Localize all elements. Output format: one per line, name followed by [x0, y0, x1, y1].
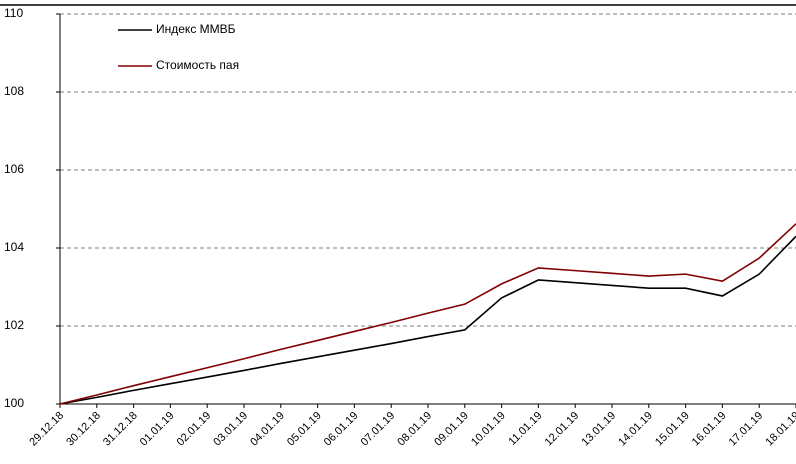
y-tick-label: 106	[4, 162, 24, 176]
x-tick-label: 13.01.19	[579, 410, 618, 449]
x-tick-label: 05.01.19	[285, 410, 324, 449]
x-tick-label: 01.01.19	[138, 410, 177, 449]
x-tick-label: 04.01.19	[248, 410, 287, 449]
x-tick-label: 30.12.18	[64, 410, 103, 449]
series-line	[59, 223, 796, 405]
y-tick-label: 100	[4, 396, 24, 410]
legend-label: Стоимость пая	[156, 58, 239, 72]
x-tick-label: 14.01.19	[616, 410, 655, 449]
x-tick-label: 15.01.19	[653, 410, 692, 449]
x-tick-label: 18.01.19	[763, 410, 796, 449]
x-tick-label: 07.01.19	[359, 410, 398, 449]
x-tick-label: 06.01.19	[322, 410, 361, 449]
y-tick-label: 110	[4, 6, 23, 20]
series-line	[59, 235, 796, 405]
x-tick-label: 17.01.19	[727, 410, 766, 449]
x-tick-label: 11.01.19	[506, 410, 544, 448]
x-tick-label: 09.01.19	[432, 410, 471, 449]
legend-label: Индекс ММВБ	[156, 22, 236, 36]
x-tick-label: 12.01.19	[543, 410, 582, 449]
x-tick-label: 31.12.18	[101, 410, 140, 449]
x-tick-label: 08.01.19	[395, 410, 434, 449]
x-tick-label: 16.01.19	[690, 410, 729, 449]
y-tick-label: 108	[4, 84, 24, 98]
y-tick-label: 102	[4, 318, 24, 332]
x-tick-label: 29.12.18	[27, 410, 66, 449]
x-tick-label: 02.01.19	[175, 410, 214, 449]
y-tick-label: 104	[4, 240, 24, 254]
x-tick-label: 03.01.19	[211, 410, 250, 449]
x-tick-label: 10.01.19	[469, 410, 508, 449]
